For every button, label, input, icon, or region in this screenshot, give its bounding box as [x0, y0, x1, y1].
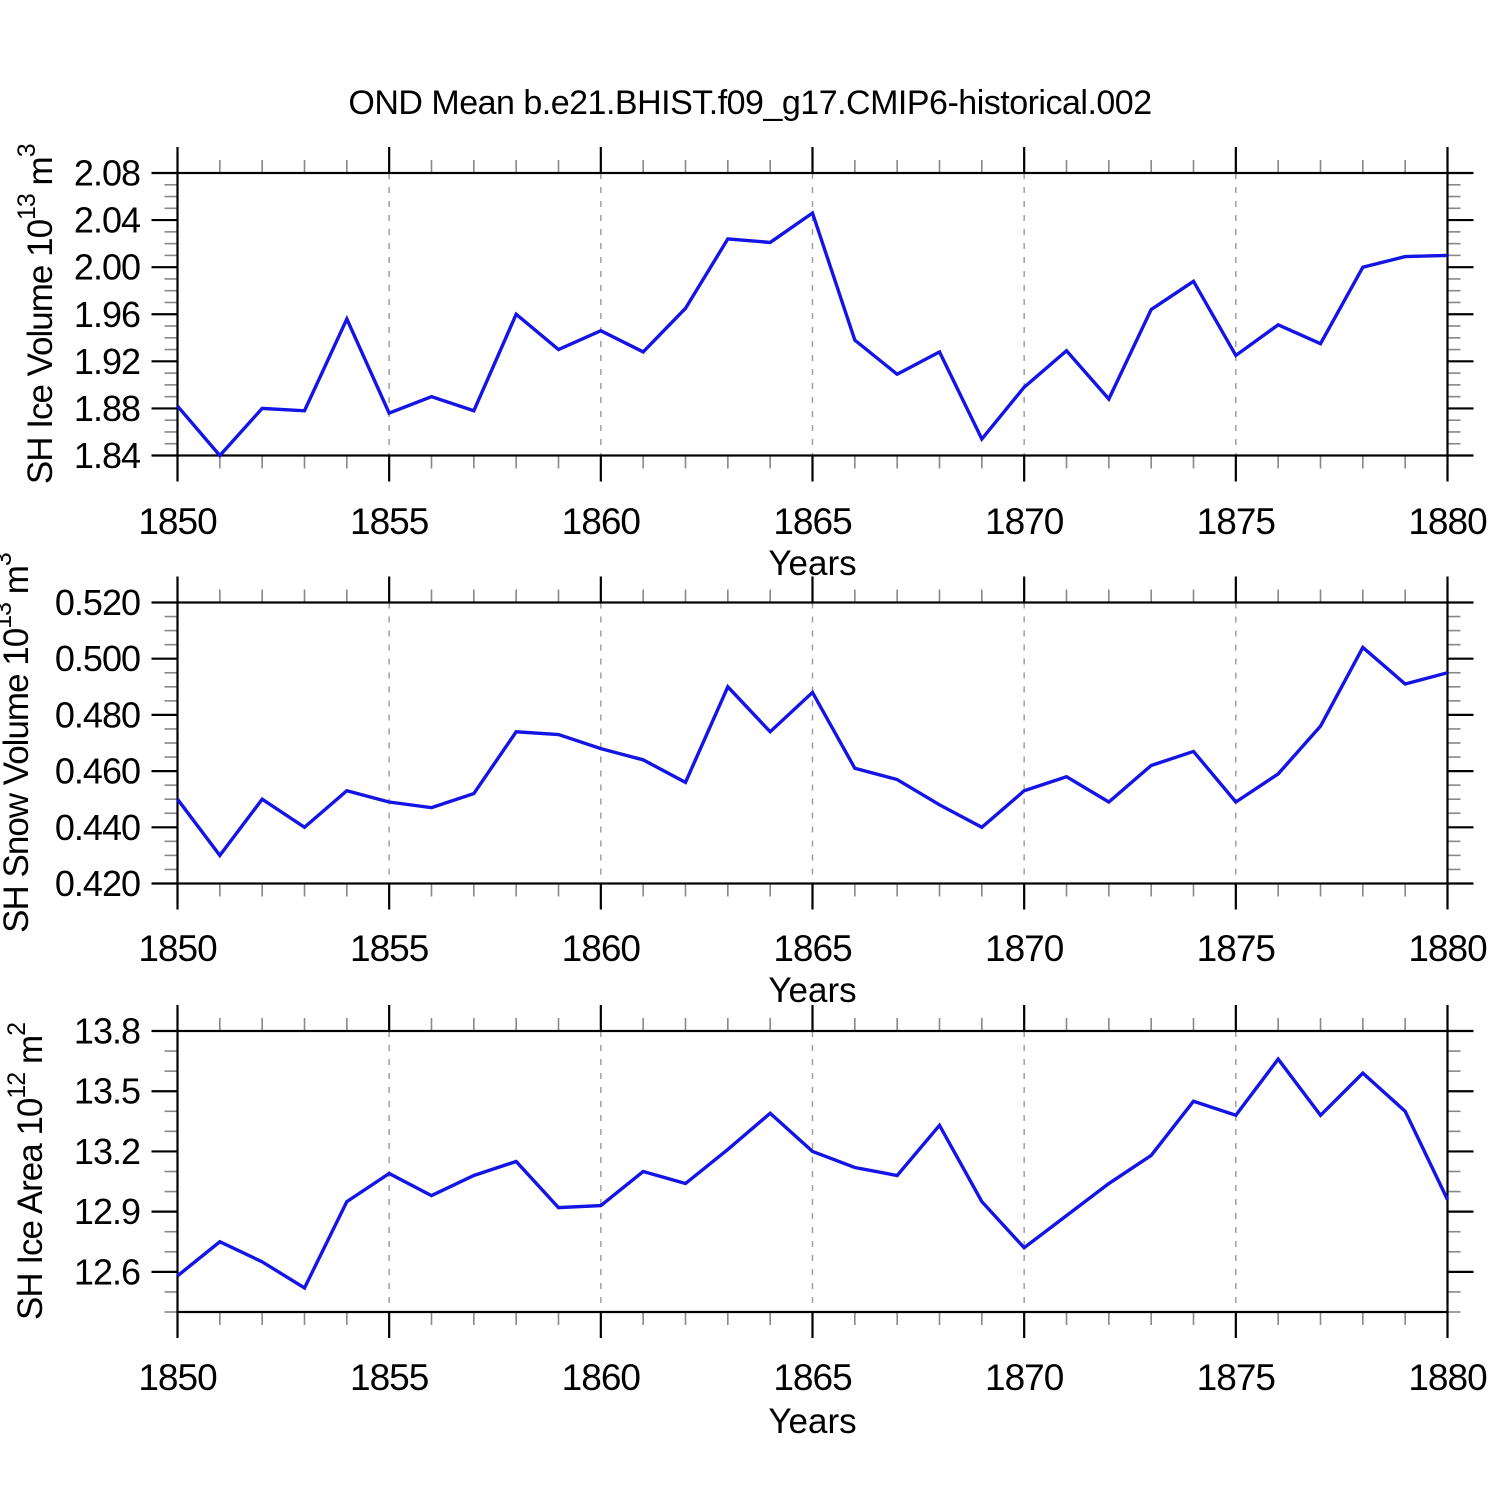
x-tick-label: 1870	[985, 1357, 1064, 1398]
y-tick-label: 13.5	[74, 1071, 140, 1112]
y-tick-label: 13.2	[74, 1131, 140, 1172]
x-tick-label: 1865	[773, 501, 852, 542]
x-tick-label: 1865	[773, 1357, 852, 1398]
x-tick-label: 1875	[1197, 928, 1276, 969]
y-tick-label: 0.460	[55, 751, 140, 792]
y-axis-title: SH Ice Area 1012 m2	[3, 1023, 50, 1320]
panel-sh-ice-volume: 1.84 1.88 1.92 1.96 2.00 2.04 2.08 1850 1855 1860…	[13, 144, 1488, 583]
y-tick-label: 2.04	[74, 200, 140, 241]
y-tick-label: 0.520	[55, 582, 140, 623]
sh-snow-volume-line	[176, 644, 1448, 859]
x-tick-label: 1865	[773, 928, 852, 969]
y-tick-label: 1.92	[74, 341, 140, 382]
sh-ice-area-line	[176, 1056, 1450, 1291]
x-tick-label: 1860	[562, 501, 641, 542]
plot-border	[176, 601, 1449, 885]
x-axis-title: Years	[768, 1402, 856, 1441]
x-tick-label: 1875	[1197, 501, 1276, 542]
x-tick-label: 1850	[138, 928, 217, 969]
panel-sh-snow-volume: 0.420 0.440 0.460 0.480 0.500 0.520 1850 1855 18…	[0, 553, 1488, 1010]
y-tick-label: 12.9	[74, 1191, 140, 1232]
y-tick-label: 1.88	[74, 388, 140, 429]
x-tick-label: 1850	[138, 501, 217, 542]
panel-sh-ice-area: 12.6 12.9 13.2 13.5 13.8 1850 1855 1860 1865 1870…	[3, 1005, 1488, 1441]
x-tick-label: 1855	[350, 928, 429, 969]
x-axis-title: Years	[768, 971, 856, 1010]
y-tick-label: 1.84	[74, 435, 140, 476]
x-tick-label: 1860	[562, 928, 641, 969]
y-tick-label: 2.00	[74, 247, 140, 288]
chart-title: OND Mean b.e21.BHIST.f09_g17.CMIP6-histo…	[348, 84, 1152, 122]
y-tick-label: 12.6	[74, 1251, 140, 1292]
plot-border	[176, 1029, 1449, 1314]
y-tick-label: 2.08	[74, 153, 140, 194]
x-tick-label: 1880	[1408, 501, 1487, 542]
x-tick-label: 1880	[1408, 928, 1487, 969]
x-tick-label: 1860	[562, 1357, 641, 1398]
x-tick-label: 1855	[350, 501, 429, 542]
y-tick-label: 1.96	[74, 294, 140, 335]
y-tick-label: 0.500	[55, 638, 140, 679]
x-tick-label: 1880	[1408, 1357, 1487, 1398]
x-tick-label: 1855	[350, 1357, 429, 1398]
x-tick-label: 1870	[985, 501, 1064, 542]
plot-border	[176, 171, 1449, 457]
x-tick-label: 1870	[985, 928, 1064, 969]
y-tick-label: 0.440	[55, 807, 140, 848]
sh-ice-volume-line	[176, 210, 1448, 459]
y-tick-label: 13.8	[74, 1011, 140, 1052]
x-tick-label: 1875	[1197, 1357, 1276, 1398]
y-axis-title: SH Ice Volume 1013 m3	[13, 144, 60, 484]
y-axis-title: SH Snow Volume 1013 m3	[0, 553, 36, 933]
y-tick-label: 0.420	[55, 863, 140, 904]
x-tick-label: 1850	[138, 1357, 217, 1398]
y-tick-label: 0.480	[55, 694, 140, 735]
